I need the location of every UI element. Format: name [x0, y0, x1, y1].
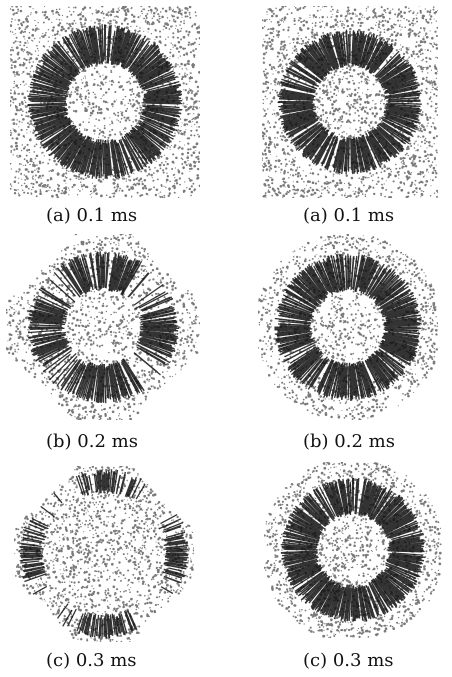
dark-ring-strokes — [277, 29, 422, 175]
panel-c-right — [264, 462, 442, 638]
simulation-image-c-left — [14, 466, 194, 642]
panel-c-left — [14, 466, 194, 642]
panel-b-right — [258, 234, 438, 420]
dark-ring-strokes — [19, 469, 189, 639]
simulation-image-a-left — [10, 6, 200, 198]
dark-ring-strokes — [27, 24, 183, 179]
simulation-image-c-right — [264, 462, 442, 638]
dark-ring-strokes — [274, 253, 422, 402]
caption-c-right: (c) 0.3 ms — [303, 650, 394, 671]
caption-c-left: (c) 0.3 ms — [46, 650, 137, 671]
panel-a-right — [262, 6, 438, 198]
panel-b-left — [6, 234, 200, 420]
dark-ring-strokes — [27, 251, 180, 404]
caption-b-right: (b) 0.2 ms — [303, 431, 395, 452]
dark-ring-strokes — [280, 477, 426, 622]
simulation-image-a-right — [262, 6, 438, 198]
speckle-field — [14, 466, 194, 642]
caption-b-left: (b) 0.2 ms — [46, 431, 138, 452]
simulation-image-b-right — [258, 234, 438, 420]
simulation-image-b-left — [6, 234, 200, 420]
panel-a-left — [10, 6, 200, 198]
caption-a-left: (a) 0.1 ms — [46, 205, 138, 226]
caption-a-right: (a) 0.1 ms — [303, 205, 395, 226]
